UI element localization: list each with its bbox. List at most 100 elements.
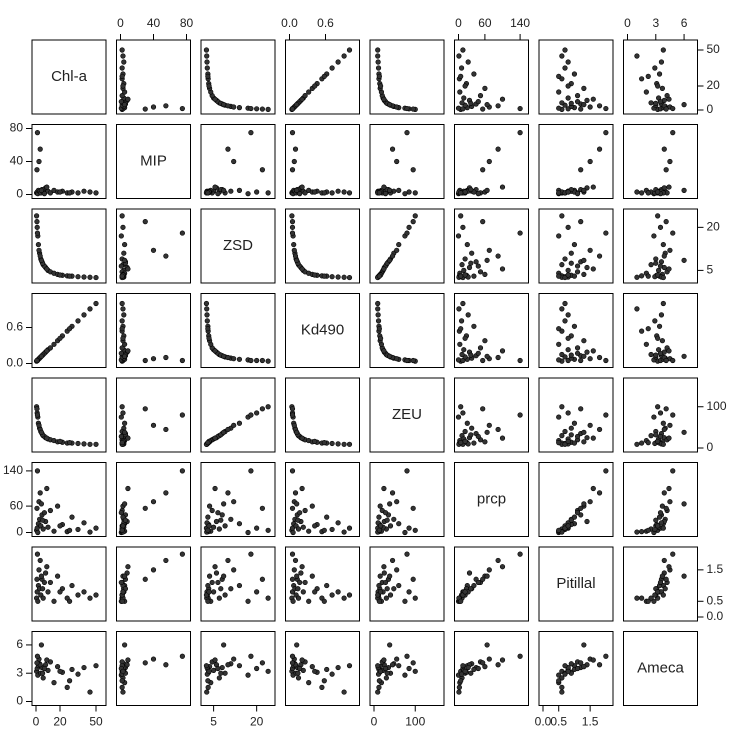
point [36, 158, 42, 165]
point [581, 664, 587, 670]
point [468, 432, 474, 438]
point [634, 441, 640, 447]
point [289, 660, 296, 666]
point [462, 668, 468, 674]
point [648, 595, 654, 601]
point [394, 567, 400, 573]
point [475, 665, 481, 672]
point [36, 567, 42, 573]
point [265, 595, 271, 601]
point [499, 348, 506, 354]
panel-frame [623, 546, 698, 622]
variable-name: ZSD [223, 237, 253, 254]
point [248, 130, 254, 136]
point [484, 429, 490, 435]
point [461, 95, 467, 101]
point [468, 186, 474, 193]
point [81, 441, 87, 447]
point [245, 672, 251, 678]
point [248, 468, 254, 474]
y-tick-label: 20 [707, 78, 721, 92]
point [396, 187, 402, 193]
point [663, 219, 669, 225]
point [568, 517, 574, 523]
point [466, 570, 473, 576]
point [382, 510, 389, 516]
point [150, 567, 157, 573]
point [468, 100, 474, 106]
point [559, 433, 565, 439]
point [254, 189, 260, 195]
point [459, 262, 465, 268]
point [179, 230, 185, 236]
y-tick-label: 0 [16, 525, 23, 539]
point [486, 656, 492, 662]
point [211, 524, 217, 530]
point [205, 582, 211, 589]
x-tick-label: 40 [147, 16, 161, 30]
point [460, 300, 466, 307]
point [265, 358, 271, 364]
point [163, 426, 169, 433]
point [54, 573, 61, 579]
point [656, 514, 663, 520]
panel-frame [31, 377, 107, 453]
point [205, 527, 211, 533]
point [302, 579, 308, 586]
point [37, 490, 43, 496]
point [306, 528, 312, 534]
point [387, 592, 394, 598]
point [556, 326, 562, 332]
point [206, 523, 212, 529]
point [661, 253, 667, 259]
point [459, 100, 465, 106]
point [581, 257, 587, 263]
point [590, 266, 596, 272]
point [568, 425, 574, 431]
point [389, 146, 396, 152]
point [69, 582, 75, 589]
point [587, 499, 593, 505]
point [248, 105, 254, 112]
panel-frame [369, 124, 445, 199]
point [225, 146, 231, 152]
point [122, 241, 128, 248]
panel-frame [369, 208, 445, 284]
point [655, 404, 661, 410]
point [47, 345, 54, 351]
point [473, 259, 479, 265]
point [406, 224, 412, 230]
point [603, 412, 609, 418]
point [653, 256, 659, 262]
point [75, 592, 81, 598]
point [289, 219, 296, 225]
point [517, 551, 523, 557]
point [396, 663, 402, 669]
point [568, 661, 574, 667]
point [661, 557, 667, 564]
panel-frame [116, 208, 191, 284]
point [341, 689, 347, 695]
point [245, 191, 251, 197]
point [259, 576, 265, 582]
panel-frame [454, 124, 529, 199]
point [477, 345, 484, 351]
point [309, 664, 315, 670]
point [81, 312, 87, 318]
point [294, 187, 300, 193]
point [666, 564, 672, 570]
point [38, 429, 45, 435]
point [381, 96, 387, 102]
point [150, 422, 157, 428]
point [254, 665, 260, 672]
x-tick-label: 0 [624, 16, 631, 30]
point [556, 190, 562, 196]
point [469, 425, 475, 431]
point [119, 345, 125, 351]
point [302, 92, 308, 99]
point [584, 264, 590, 271]
point [663, 357, 669, 364]
point [659, 85, 665, 91]
point [587, 356, 593, 362]
point [375, 47, 381, 53]
